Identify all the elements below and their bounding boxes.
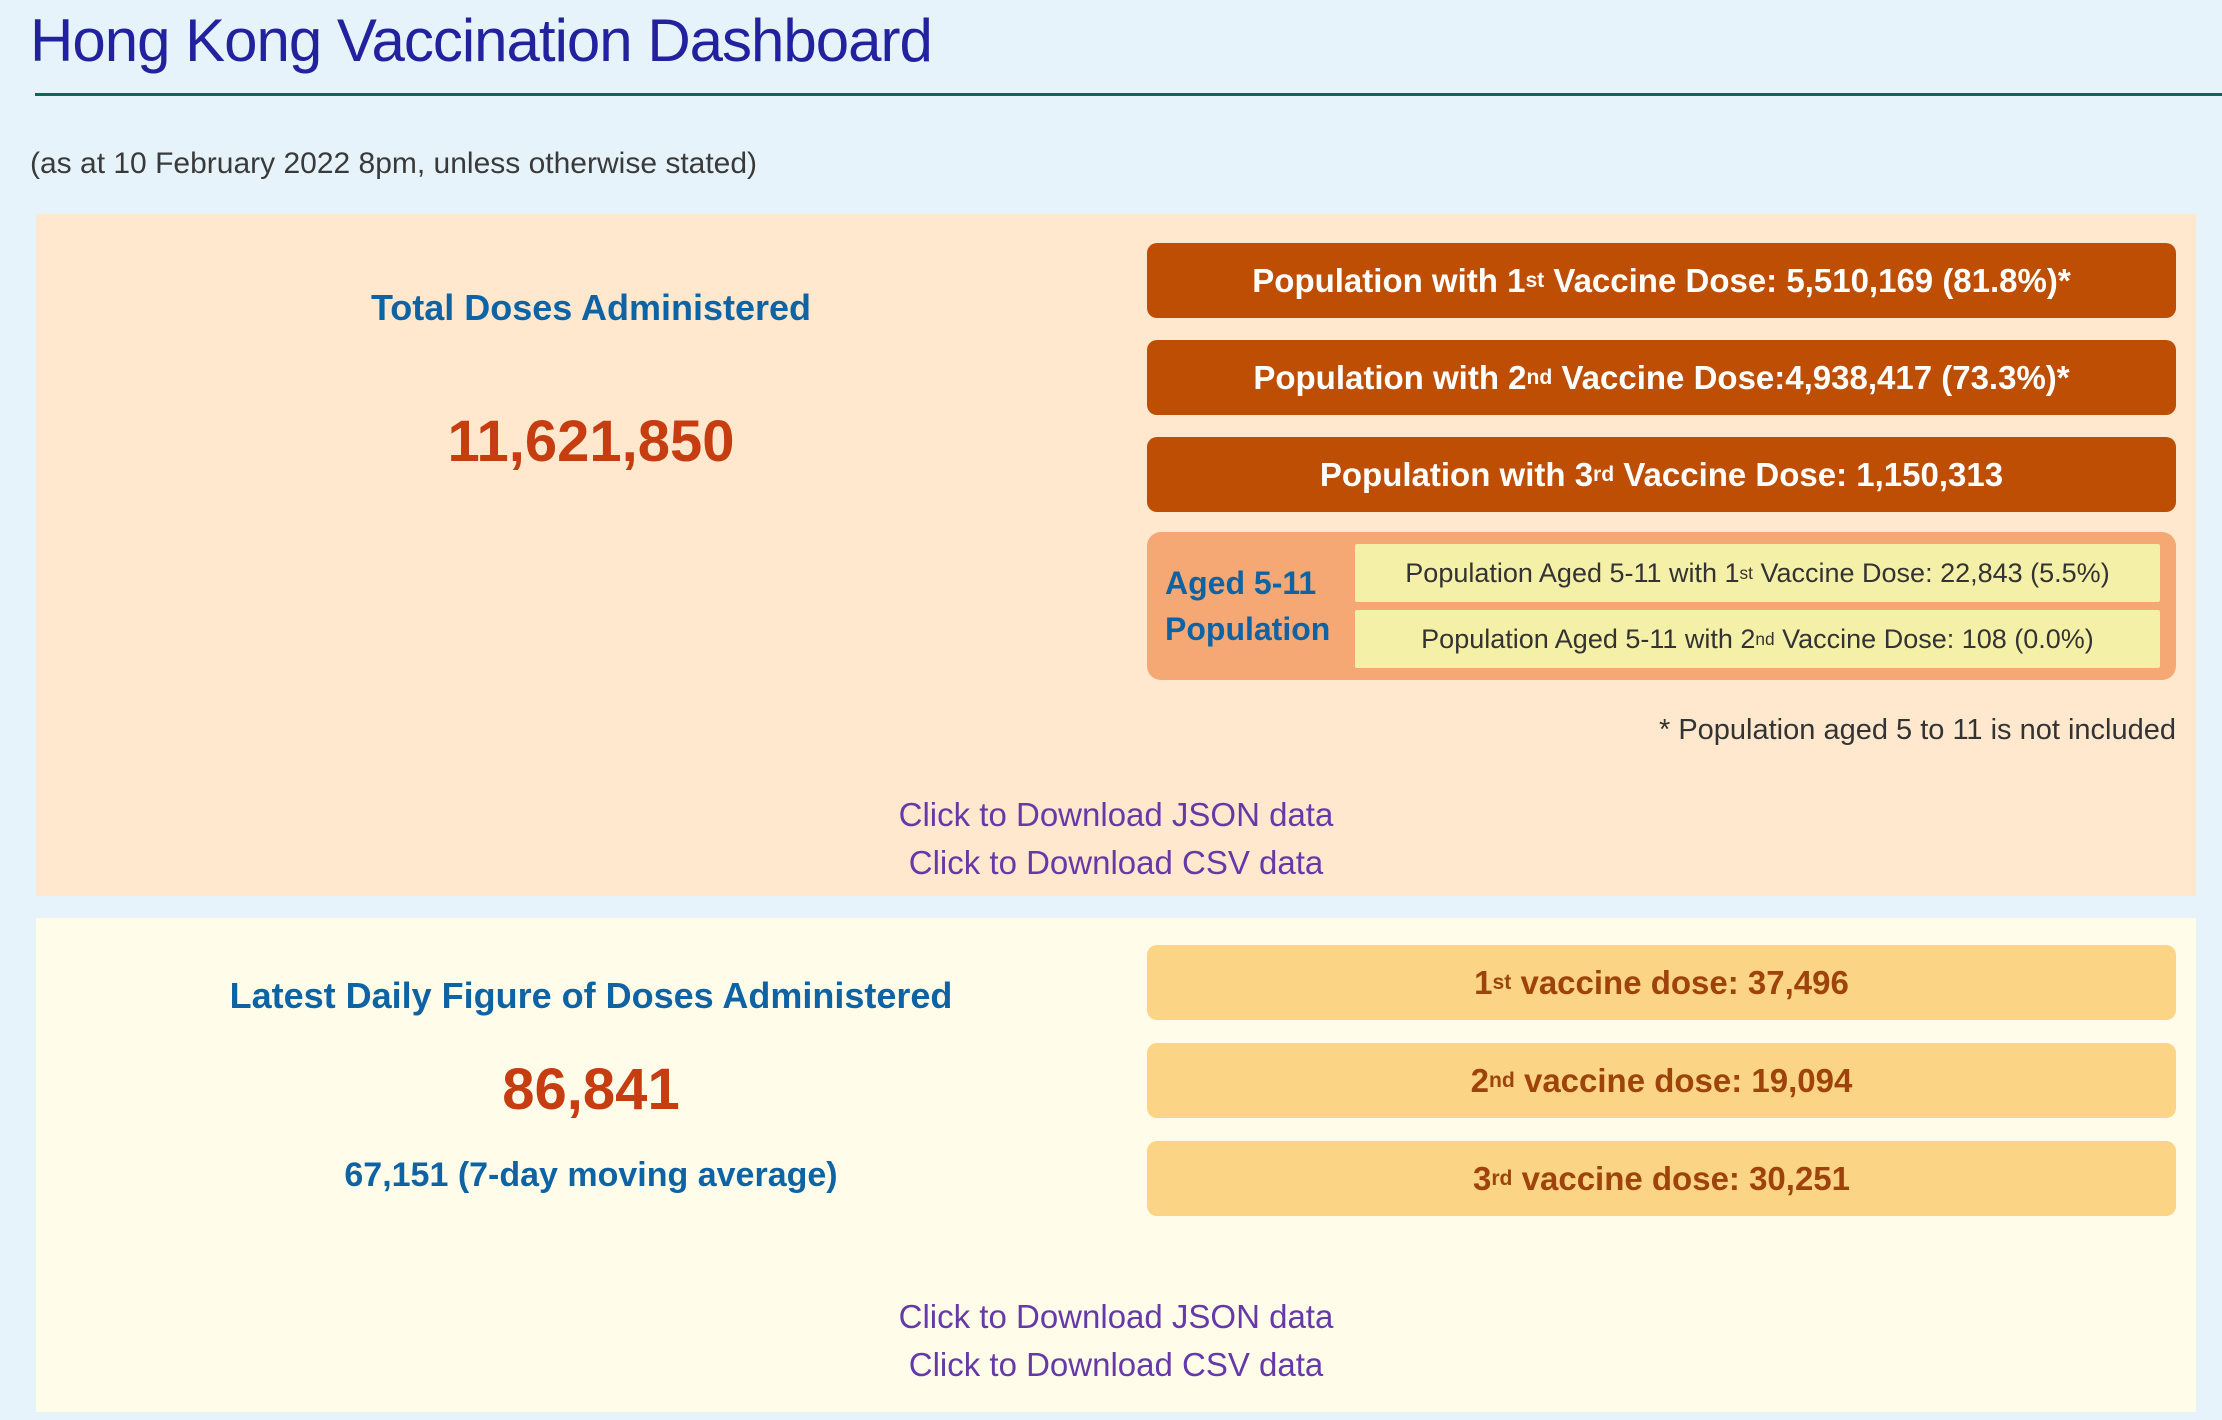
total-doses-panel: Total Doses Administered 11,621,850 Popu…	[36, 214, 2196, 896]
daily-doses-value: 86,841	[502, 1057, 680, 1122]
bar-text-suffix: Vaccine Dose: 5,510,169 (81.8%)*	[1544, 261, 2071, 299]
bar-text-suffix: vaccine dose: 19,094	[1514, 1061, 1853, 1099]
total-doses-heading: Total Doses Administered	[370, 287, 812, 328]
page-title: Hong Kong Vaccination Dashboard	[30, 7, 933, 74]
aged-5-11-section: Aged 5-11 Population Population Aged 5-1…	[1147, 532, 2176, 680]
aged-label-line2: Population	[1165, 611, 1331, 647]
title-underline	[35, 93, 2222, 96]
daily-download-csv-link[interactable]: Click to Download CSV data	[908, 1346, 1324, 1383]
bar-text-prefix: 3	[1472, 1159, 1492, 1197]
aged-5-11-label: Aged 5-11 Population	[1165, 560, 1337, 653]
total-download-json-link[interactable]: Click to Download JSON data	[898, 796, 1334, 833]
population-footnote: * Population aged 5 to 11 is not include…	[1658, 714, 2176, 746]
daily-download-json-link[interactable]: Click to Download JSON data	[898, 1298, 1334, 1335]
total-csv-link-row: Click to Download CSV data	[36, 844, 2196, 882]
bar-text-prefix: Population with 1	[1252, 261, 1526, 299]
daily-doses-panel: Latest Daily Figure of Doses Administere…	[36, 918, 2196, 1412]
bar-text-suffix: vaccine dose: 37,496	[1511, 963, 1849, 1001]
bar-text-suffix: vaccine dose: 30,251	[1512, 1159, 1851, 1197]
row-text-suffix: Vaccine Dose: 108 (0.0%)	[1774, 623, 2094, 654]
daily-moving-average: 67,151 (7-day moving average)	[344, 1156, 838, 1194]
total-download-csv-link[interactable]: Click to Download CSV data	[908, 844, 1324, 881]
bar-text-prefix: Population with 2	[1253, 358, 1527, 396]
bar-text-prefix: 1	[1474, 963, 1493, 1001]
total-doses-value: 11,621,850	[447, 409, 735, 474]
daily-csv-link-row: Click to Download CSV data	[36, 1346, 2196, 1384]
row-text-prefix: Population Aged 5-11 with 2	[1421, 623, 1756, 654]
row-text-suffix: Vaccine Dose: 22,843 (5.5%)	[1752, 557, 2110, 588]
row-text-prefix: Population Aged 5-11 with 1	[1405, 557, 1740, 588]
aged-label-line1: Aged 5-11	[1165, 564, 1317, 601]
daily-doses-heading: Latest Daily Figure of Doses Administere…	[229, 975, 953, 1016]
bar-text-suffix: Vaccine Dose:4,938,417 (73.3%)*	[1552, 358, 2070, 396]
bar-text-prefix: Population with 3	[1319, 455, 1594, 493]
bar-text-suffix: Vaccine Dose: 1,150,313	[1614, 455, 2004, 493]
daily-json-link-row: Click to Download JSON data	[36, 1298, 2196, 1336]
total-json-link-row: Click to Download JSON data	[36, 796, 2196, 834]
page-subtitle: (as at 10 February 2022 8pm, unless othe…	[30, 147, 758, 180]
bar-text-prefix: 2	[1470, 1061, 1489, 1099]
